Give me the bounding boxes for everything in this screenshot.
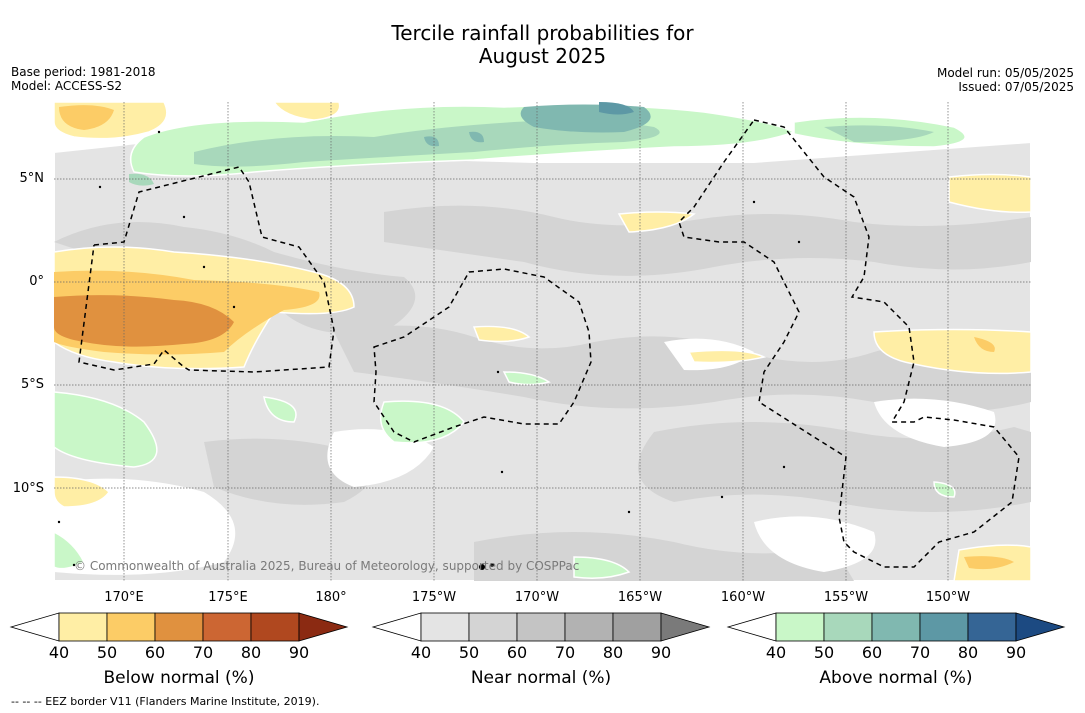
- lon-label-170w: 170°W: [514, 590, 560, 605]
- below-normal-60-region: [54, 295, 234, 347]
- cb2-title: Above normal (%): [819, 668, 973, 688]
- colorbar-0-lower-extension: [9, 612, 60, 642]
- probability-map: © Commonwealth of Australia 2025, Bureau…: [54, 102, 1031, 581]
- lat-label-10s: 10°S: [12, 481, 44, 496]
- cb0-tick-50: 50: [96, 643, 118, 662]
- title-line-2: August 2025: [478, 44, 607, 68]
- lon-label-175e: 175°E: [208, 590, 248, 605]
- cb2-tick-70: 70: [909, 643, 931, 662]
- colorbar-2-swatch-2: [871, 612, 921, 642]
- lon-label-170e: 170°E: [104, 590, 144, 605]
- lon-label-160w: 160°W: [720, 590, 766, 605]
- cb2-tick-80: 80: [957, 643, 979, 662]
- cb2-tick-60: 60: [861, 643, 883, 662]
- base-period: Base period: 1981-2018: [11, 65, 156, 79]
- map-canvas: [54, 102, 1031, 581]
- eez-borders: [78, 119, 1020, 568]
- meta-left: Base period: 1981-2018 Model: ACCESS-S2: [11, 65, 156, 93]
- cb0-title: Below normal (%): [103, 668, 255, 688]
- above-normal-70-region: [599, 102, 634, 115]
- colorbar-below-normal: [9, 612, 349, 642]
- cb1-tick-50: 50: [458, 643, 480, 662]
- lon-label-180: 180°: [315, 590, 347, 605]
- lon-label-155w: 155°W: [823, 590, 869, 605]
- model-run: Model run: 05/05/2025: [936, 66, 1074, 80]
- colorbar-2-swatch-4: [967, 612, 1017, 642]
- meta-right: Model run: 05/05/2025 Issued: 07/05/2025: [937, 66, 1074, 94]
- lat-label-5n: 5°N: [19, 171, 45, 186]
- colorbars: [9, 612, 1066, 642]
- title-line-1: Tercile rainfall probabilities for: [391, 21, 694, 45]
- lon-label-175w: 175°W: [411, 590, 457, 605]
- colorbar-0-swatch-1: [106, 612, 156, 642]
- cb1-title: Near normal (%): [470, 668, 612, 688]
- no-dominant-region: [54, 338, 996, 575]
- chart-title: Tercile rainfall probabilities for Augus…: [0, 22, 1085, 68]
- model-name: Model: ACCESS-S2: [11, 79, 123, 93]
- colorbar-0-swatch-2: [154, 612, 204, 642]
- colorbar-0-swatch-3: [202, 612, 252, 642]
- cb0-tick-90: 90: [288, 643, 310, 662]
- cb0-tick-70: 70: [192, 643, 214, 662]
- cb2-tick-50: 50: [813, 643, 835, 662]
- cb1-tick-40: 40: [410, 643, 432, 662]
- lat-label-0: 0°: [29, 274, 44, 289]
- colorbar-1-swatch-3: [564, 612, 614, 642]
- cb2-tick-90: 90: [1005, 643, 1027, 662]
- colorbar-1-swatch-0: [420, 612, 470, 642]
- issued-date: Issued: 07/05/2025: [958, 80, 1074, 94]
- cb2-tick-40: 40: [765, 643, 787, 662]
- colorbar-2-lower-extension: [726, 612, 777, 642]
- colorbar-1-swatch-1: [468, 612, 518, 642]
- colorbar-0-swatch-0: [58, 612, 108, 642]
- colorbar-2-swatch-1: [823, 612, 873, 642]
- colorbar-1-swatch-5: [660, 612, 711, 642]
- colorbar-near-normal: [371, 612, 711, 642]
- cb1-tick-90: 90: [650, 643, 672, 662]
- copyright-notice: © Commonwealth of Australia 2025, Bureau…: [74, 559, 580, 573]
- lon-label-150w: 150°W: [925, 590, 971, 605]
- cb0-tick-60: 60: [144, 643, 166, 662]
- colorbar-2-swatch-0: [775, 612, 825, 642]
- cb0-tick-80: 80: [240, 643, 262, 662]
- islands: [57, 130, 801, 570]
- lat-label-5s: 5°S: [20, 377, 44, 392]
- above-normal-50-region: [129, 120, 934, 186]
- cb1-tick-80: 80: [602, 643, 624, 662]
- cb1-tick-60: 60: [506, 643, 528, 662]
- lon-label-165w: 165°W: [617, 590, 663, 605]
- colorbar-above-normal: [726, 612, 1066, 642]
- colorbar-0-swatch-4: [250, 612, 300, 642]
- colorbar-2-swatch-5: [1015, 612, 1066, 642]
- colorbar-1-lower-extension: [371, 612, 422, 642]
- gridlines: [54, 102, 1031, 581]
- cb0-tick-40: 40: [48, 643, 70, 662]
- colorbar-0-swatch-5: [298, 612, 349, 642]
- cb1-tick-70: 70: [554, 643, 576, 662]
- eez-footnote: -- -- -- EEZ border V11 (Flanders Marine…: [11, 695, 320, 708]
- colorbar-1-swatch-4: [612, 612, 662, 642]
- colorbar-2-swatch-3: [919, 612, 969, 642]
- colorbar-1-swatch-2: [516, 612, 566, 642]
